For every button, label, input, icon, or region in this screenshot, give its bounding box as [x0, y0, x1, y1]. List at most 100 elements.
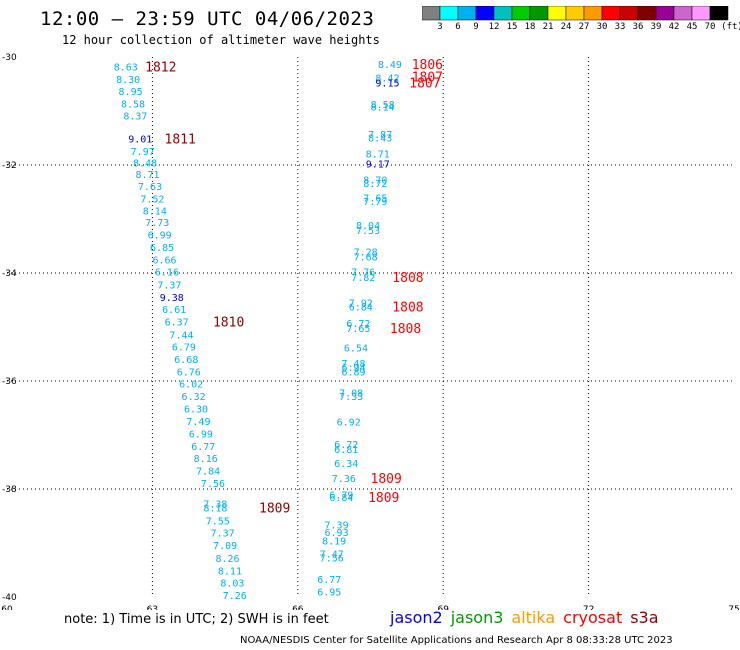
wave-height-value: 7.76	[351, 267, 375, 278]
y-tick-label: -36	[2, 377, 17, 387]
wave-height-value: 6.99	[148, 231, 172, 242]
wave-height-value: 8.49	[378, 60, 402, 71]
chart-subtitle: 12 hour collection of altimeter wave hei…	[62, 33, 380, 47]
colorbar-label: 18	[524, 22, 536, 32]
wave-height-value: 9.38	[160, 293, 184, 304]
wave-height-value: 7.28	[354, 247, 378, 258]
pass-time-label: 1808	[392, 271, 423, 286]
wave-height-value: 8.03	[220, 578, 244, 589]
legend-item-s3a: s3a	[630, 608, 659, 627]
wave-height-value: 7.55	[206, 516, 230, 527]
wave-height-value: 6.93	[325, 528, 349, 539]
wave-height-value: 7.49	[186, 417, 210, 428]
y-tick-label: -38	[2, 485, 17, 495]
pass-time-label: 1809	[368, 491, 399, 506]
colorbar-label: (ft)	[721, 22, 740, 32]
wave-height-value: 6.16	[155, 267, 179, 278]
axis-ticks: 60 63 66 69 72 75 -30 -32 -34 -36 -38 -40	[1, 53, 739, 610]
wave-height-value: 8.14	[143, 206, 167, 217]
satellite-legend: jason2 jason3 altika cryosat s3a	[390, 608, 667, 627]
wave-height-value: 8.30	[116, 75, 140, 86]
wave-height-value: 6.84	[329, 493, 353, 504]
wave-height-value: 9.15	[375, 78, 399, 89]
pass-time-label: 1808	[392, 300, 423, 315]
wave-height-value: 6.68	[174, 355, 198, 366]
colorbar-label: 15	[506, 22, 518, 32]
wave-height-value: 8.71	[366, 150, 390, 161]
y-tick-label: -40	[2, 593, 17, 603]
wave-height-value: 7.38	[203, 500, 227, 511]
y-tick-label: -34	[2, 269, 17, 279]
wave-height-value: 6.37	[165, 318, 189, 329]
wave-height-value: 6.77	[317, 575, 341, 586]
wave-height-value: 8.19	[322, 536, 346, 547]
wave-height-value: 7.82	[351, 273, 375, 284]
wave-height-value: 7.39	[325, 521, 349, 532]
x-tick-label: 72	[583, 605, 594, 610]
colorbar-label: 33	[614, 22, 626, 32]
colorbar-label: 9	[473, 22, 479, 32]
pass-time-label: 1807	[412, 70, 443, 85]
wave-height-value: 8.72	[363, 179, 387, 190]
wave-height-colorbar	[422, 6, 729, 21]
colorbar-label: 6	[455, 22, 461, 32]
wave-height-value: 6.72	[334, 440, 358, 451]
x-tick-label: 69	[437, 605, 449, 610]
wave-height-value: 8.71	[136, 170, 160, 181]
legend-item-altika: altika	[511, 608, 556, 627]
wave-height-value: 8.95	[119, 87, 143, 98]
x-tick-label: 60	[1, 605, 13, 610]
wave-height-value: 6.89	[341, 367, 365, 378]
colorbar-label: 39	[650, 22, 662, 32]
pass-time-label: 1810	[213, 316, 244, 331]
wave-height-value: 7.56	[320, 554, 344, 565]
colorbar-label: 27	[578, 22, 590, 32]
colorbar-label: 12	[488, 22, 500, 32]
pass-time-label: 1809	[371, 472, 402, 487]
wave-height-value: 6.54	[344, 344, 368, 355]
x-tick-label: 63	[147, 605, 158, 610]
colorbar-label: 42	[668, 22, 680, 32]
colorbar-label: 24	[560, 22, 572, 32]
colorbar-label: 36	[632, 22, 644, 32]
wave-height-value: 7.65	[363, 193, 387, 204]
wave-height-value: 8.42	[375, 74, 399, 85]
y-tick-label: -30	[2, 53, 17, 63]
wave-height-value: 7.79	[363, 197, 387, 208]
wave-height-value: 6.66	[152, 256, 176, 267]
wave-height-value: 7.53	[356, 226, 380, 237]
wave-height-value: 6.99	[189, 429, 213, 440]
wave-height-value: 6.79	[329, 490, 353, 501]
wave-height-value: 8.58	[371, 100, 395, 111]
wave-height-value: 6.84	[349, 302, 373, 313]
wave-height-value: 6.79	[172, 342, 196, 353]
legend-item-cryosat: cryosat	[563, 608, 623, 627]
units-note: note: 1) Time is in UTC; 2) SWH is in fe…	[64, 612, 329, 627]
wave-height-value: 8.37	[123, 111, 147, 122]
wave-height-value: 7.87	[368, 130, 392, 141]
wave-height-value: 8.43	[368, 133, 392, 144]
wave-height-value: 9.17	[366, 159, 390, 170]
wave-height-value: 8.18	[203, 503, 227, 514]
wave-height-value: 7.37	[211, 529, 235, 540]
wave-height-value: 7.37	[157, 280, 181, 291]
wave-height-value: 8.70	[363, 176, 387, 187]
wave-height-value: 6.92	[337, 418, 361, 429]
wave-height-value: 6.76	[177, 367, 201, 378]
wave-height-value: 8.11	[218, 567, 242, 578]
wave-height-value: 8.14	[371, 103, 395, 114]
wave-height-value: 7.47	[320, 549, 344, 560]
wave-height-value: 6.02	[179, 380, 203, 391]
pass-time-label: 1812	[145, 61, 176, 76]
wave-height-value: 7.84	[196, 467, 220, 478]
wave-height-value: 7.52	[140, 194, 164, 205]
wave-height-value: 8.26	[215, 554, 239, 565]
colorbar-swatch	[709, 6, 729, 21]
wave-height-value: 8.58	[121, 99, 145, 110]
footer-credit: NOAA/NESDIS Center for Satellite Applica…	[240, 635, 673, 646]
wave-height-value: 7.92	[349, 299, 373, 310]
pass-labels: 1812181118101809180618071807180818081808…	[145, 58, 443, 516]
pass-time-label: 1806	[412, 58, 443, 73]
pass-time-label: 1811	[165, 133, 196, 148]
